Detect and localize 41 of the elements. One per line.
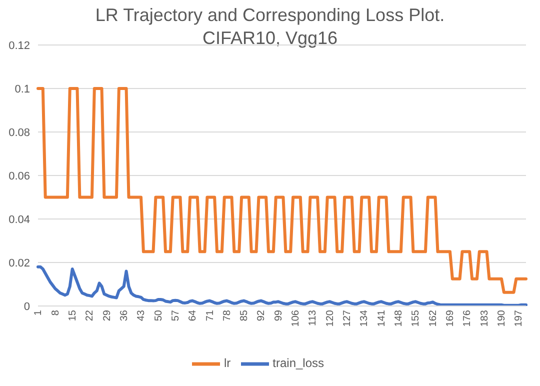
line-series <box>36 265 528 306</box>
x-tick-label: 57 <box>170 310 182 322</box>
x-tick-label: 176 <box>462 310 474 327</box>
legend-label: train_loss <box>272 356 324 370</box>
line-series <box>36 87 528 294</box>
y-tick-label: 0 <box>24 300 30 313</box>
x-tick-label: 183 <box>479 310 490 327</box>
x-tick-label: 162 <box>428 310 439 327</box>
legend-label: lr <box>224 356 231 370</box>
x-tick-label: 169 <box>445 310 456 327</box>
x-tick-label: 197 <box>514 310 525 327</box>
y-tick-label: 0.12 <box>8 40 30 52</box>
x-tick-label: 1 <box>33 310 44 316</box>
y-tick-label: 0.06 <box>8 170 30 182</box>
x-tick-label: 141 <box>376 310 388 327</box>
x-tick-label: 134 <box>359 310 370 327</box>
x-tick-label: 148 <box>394 310 405 327</box>
x-tick-label: 8 <box>50 310 62 316</box>
x-tick-label: 64 <box>188 310 199 322</box>
x-tick-label: 43 <box>136 310 148 322</box>
x-tick-label: 15 <box>67 310 78 322</box>
y-tick-label: 0.08 <box>8 126 30 139</box>
x-tick-label: 190 <box>496 310 508 327</box>
y-tick-label: 0.1 <box>14 83 30 96</box>
y-tick-label: 0.02 <box>8 257 30 270</box>
y-tick-label: 0.04 <box>8 214 30 226</box>
x-tick-label: 36 <box>118 310 130 322</box>
x-tick-label: 99 <box>273 310 284 322</box>
x-tick-label: 155 <box>410 310 422 327</box>
x-tick-label: 113 <box>308 310 319 326</box>
x-tick-label: 106 <box>290 310 302 327</box>
x-tick-label: 22 <box>84 310 96 322</box>
x-tick-label: 127 <box>342 310 354 327</box>
x-tick-label: 78 <box>222 310 233 322</box>
x-tick-label: 29 <box>102 310 113 322</box>
x-tick-label: 85 <box>239 310 250 322</box>
x-tick-label: 50 <box>153 310 164 322</box>
x-tick-label: 92 <box>256 310 268 322</box>
x-tick-label: 120 <box>324 310 336 327</box>
x-tick-label: 71 <box>204 310 216 322</box>
chart-title: LR Trajectory and Corresponding Loss Plot. CIFAR10, Vgg16 <box>94 4 446 50</box>
